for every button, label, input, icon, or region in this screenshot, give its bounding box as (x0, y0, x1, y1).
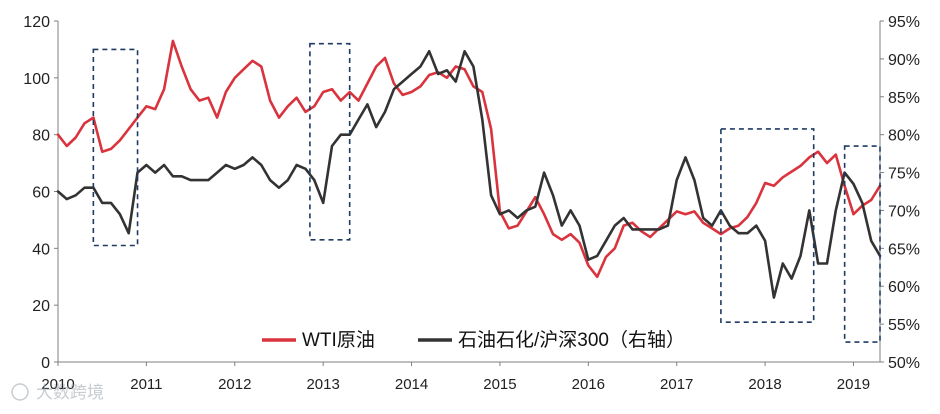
axes-layer: 0 20 40 60 80 100 120 50% 55% 60% 65% 70% 75% 80% 85% 9… (23, 14, 920, 393)
highlight-box (92, 48, 139, 247)
x-tick-label: 2017 (660, 376, 693, 393)
y-left-tick-label: 60 (32, 185, 50, 202)
series-line-wti (56, 39, 882, 279)
series-line-petrochem-ratio (56, 49, 882, 299)
x-tick-label: 2014 (395, 376, 428, 393)
x-tick-label: 2012 (218, 376, 251, 393)
highlight-box (843, 145, 881, 343)
y-left-tick-label: 100 (23, 71, 50, 88)
y-right-tick-label: 90% (888, 52, 920, 69)
x-tick-label: 2019 (837, 376, 870, 393)
y-right-tick-label: 80% (888, 128, 920, 145)
y-right-tick-label: 50% (888, 355, 920, 372)
x-tick-label: 2011 (130, 376, 162, 393)
x-tick-label: 2013 (306, 376, 339, 393)
highlight-box (720, 128, 815, 324)
x-tick-label: 2010 (41, 376, 74, 393)
y-right-tick-label: 70% (888, 203, 920, 220)
highlight-box (309, 42, 351, 241)
x-tick-label: 2016 (572, 376, 605, 393)
series-layer (56, 39, 882, 299)
watermark-logo-icon (11, 383, 29, 401)
y-left-tick-label: 0 (41, 355, 50, 372)
y-left-tick-label: 20 (32, 298, 50, 315)
legend-label-petrochem-ratio: 石油石化/沪深300（右轴） (458, 329, 685, 351)
highlight-boxes (92, 42, 881, 343)
y-right-tick-label: 55% (888, 317, 920, 334)
y-right-tick-label: 75% (888, 166, 920, 183)
y-left-tick-label: 40 (32, 241, 50, 258)
watermark: 大数跨境 (11, 383, 104, 402)
y-right-tick-label: 95% (888, 14, 920, 31)
legend: WTI原油 石油石化/沪深300（右轴） (262, 329, 685, 351)
x-tick-label: 2018 (748, 376, 781, 393)
y-right-tick-label: 65% (888, 241, 920, 258)
y-right-tick-label: 85% (888, 90, 920, 107)
x-tick-label: 2015 (483, 376, 516, 393)
watermark-text: 大数跨境 (36, 383, 104, 402)
y-right-tick-label: 60% (888, 279, 920, 296)
y-left-tick-label: 120 (23, 14, 50, 31)
y-left-tick-label: 80 (32, 128, 50, 145)
legend-label-wti: WTI原油 (302, 329, 375, 351)
